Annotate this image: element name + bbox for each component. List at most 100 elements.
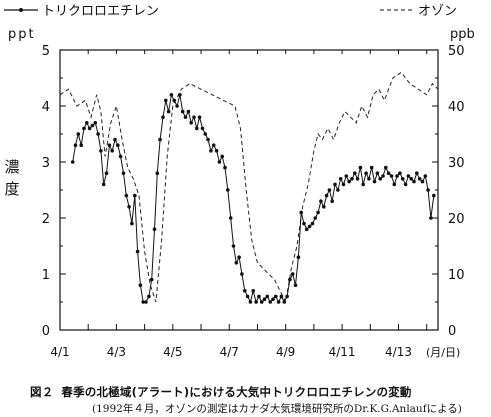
tce-point xyxy=(262,297,267,302)
tce-point xyxy=(209,149,213,153)
tce-point xyxy=(175,104,179,108)
tce-point xyxy=(395,174,399,178)
tce-point xyxy=(234,261,239,265)
right-tick-label-10: 10 xyxy=(448,268,465,283)
y-axis-label-char-1: 濃 xyxy=(4,158,19,176)
tce-point xyxy=(378,177,383,181)
ozone-line xyxy=(59,71,439,304)
tce-series xyxy=(70,93,436,304)
tce-point xyxy=(101,182,106,187)
figure-caption-note: (1992年４月，オゾンの測定はカナダ大気環境研究所のDr.K.G.Anlauf… xyxy=(92,403,462,415)
tce-point xyxy=(169,93,174,97)
tce-point xyxy=(133,193,137,198)
figure-label: 図２ xyxy=(30,385,54,399)
tce-point xyxy=(121,171,126,175)
tce-point xyxy=(180,109,185,114)
tce-point xyxy=(116,143,120,147)
tce-point xyxy=(203,132,208,136)
tce-point xyxy=(415,171,419,175)
x-tick-label-4/9: 4/9 xyxy=(276,345,295,359)
tce-point xyxy=(237,255,241,259)
y-axis-label: 濃 度 xyxy=(4,158,19,198)
x-tick-label-4/13: 4/13 xyxy=(385,345,412,359)
tce-point xyxy=(127,205,131,209)
tce-point xyxy=(155,171,160,175)
tce-point xyxy=(367,177,371,181)
tce-point xyxy=(268,300,273,304)
tce-point xyxy=(257,294,261,299)
tce-point xyxy=(144,300,148,304)
tce-point xyxy=(319,199,323,203)
left-tick-label-1: 1 xyxy=(42,268,50,283)
tce-point xyxy=(243,289,247,293)
tce-point xyxy=(423,174,428,178)
tce-point xyxy=(429,216,433,220)
legend-ozone-label: オゾン xyxy=(418,4,457,19)
tce-point xyxy=(135,249,140,254)
tce-point xyxy=(110,149,114,153)
tce-point xyxy=(279,294,284,299)
right-tick-label-0: 0 xyxy=(448,324,456,339)
x-tick-label-4/5: 4/5 xyxy=(163,345,182,359)
tce-point xyxy=(389,174,394,178)
tce-point xyxy=(350,177,354,181)
tce-point xyxy=(299,210,304,215)
tce-point xyxy=(417,177,422,181)
tce-point xyxy=(330,199,335,203)
left-axis-unit: ppt xyxy=(8,27,36,42)
tce-point xyxy=(178,93,182,97)
tce-point xyxy=(361,182,366,187)
tce-point xyxy=(164,98,168,103)
figure-caption-title: 図２ 春季の北極域(アラート)における大気中トリクロロエチレンの変動 xyxy=(30,384,420,400)
tce-point xyxy=(76,132,81,136)
x-tick-label-4/3: 4/3 xyxy=(107,345,126,359)
tce-point xyxy=(426,188,430,192)
tce-point xyxy=(344,174,349,178)
tce-point xyxy=(189,121,193,125)
tce-point xyxy=(124,193,129,198)
right-tick-label-40: 40 xyxy=(448,100,465,115)
tce-point xyxy=(93,121,98,125)
tce-point xyxy=(265,294,270,299)
tce-point xyxy=(381,174,385,178)
tce-point xyxy=(166,109,171,114)
tce-point xyxy=(420,179,425,184)
tce-point xyxy=(200,126,205,131)
tce-point xyxy=(358,165,363,170)
tce-point xyxy=(240,272,244,276)
right-axis-unit: ppb xyxy=(450,27,475,42)
tce-point xyxy=(324,193,329,198)
tce-point xyxy=(384,165,388,170)
right-tick-label-30: 30 xyxy=(448,156,465,171)
tce-point xyxy=(327,188,332,192)
tce-point xyxy=(307,224,312,229)
ozone-series xyxy=(59,71,439,304)
tce-point xyxy=(211,143,216,147)
tce-point xyxy=(152,227,157,231)
left-tick-label-0: 0 xyxy=(42,324,50,339)
tce-point xyxy=(231,244,236,248)
tce-point xyxy=(107,143,112,147)
tce-point xyxy=(79,143,83,147)
tce-point xyxy=(432,193,436,198)
legend-tce-dot-icon xyxy=(19,8,23,12)
tce-point xyxy=(138,283,143,288)
tce-point xyxy=(341,182,346,187)
tce-point xyxy=(251,289,255,293)
tce-point xyxy=(228,216,233,220)
tce-point xyxy=(310,221,315,226)
tce-point xyxy=(276,300,281,304)
tce-point xyxy=(206,137,210,142)
tce-point xyxy=(220,154,224,159)
tce-point xyxy=(73,143,78,147)
tce-point xyxy=(259,300,264,304)
tce-point xyxy=(82,126,86,131)
tce-point xyxy=(285,294,289,299)
tce-point xyxy=(288,277,292,282)
tce-point xyxy=(355,177,360,181)
tce-point xyxy=(282,300,287,304)
left-tick-label-5: 5 xyxy=(42,44,50,59)
figure-title: 春季の北極域(アラート)における大気中トリクロロエチレンの変動 xyxy=(61,385,412,399)
